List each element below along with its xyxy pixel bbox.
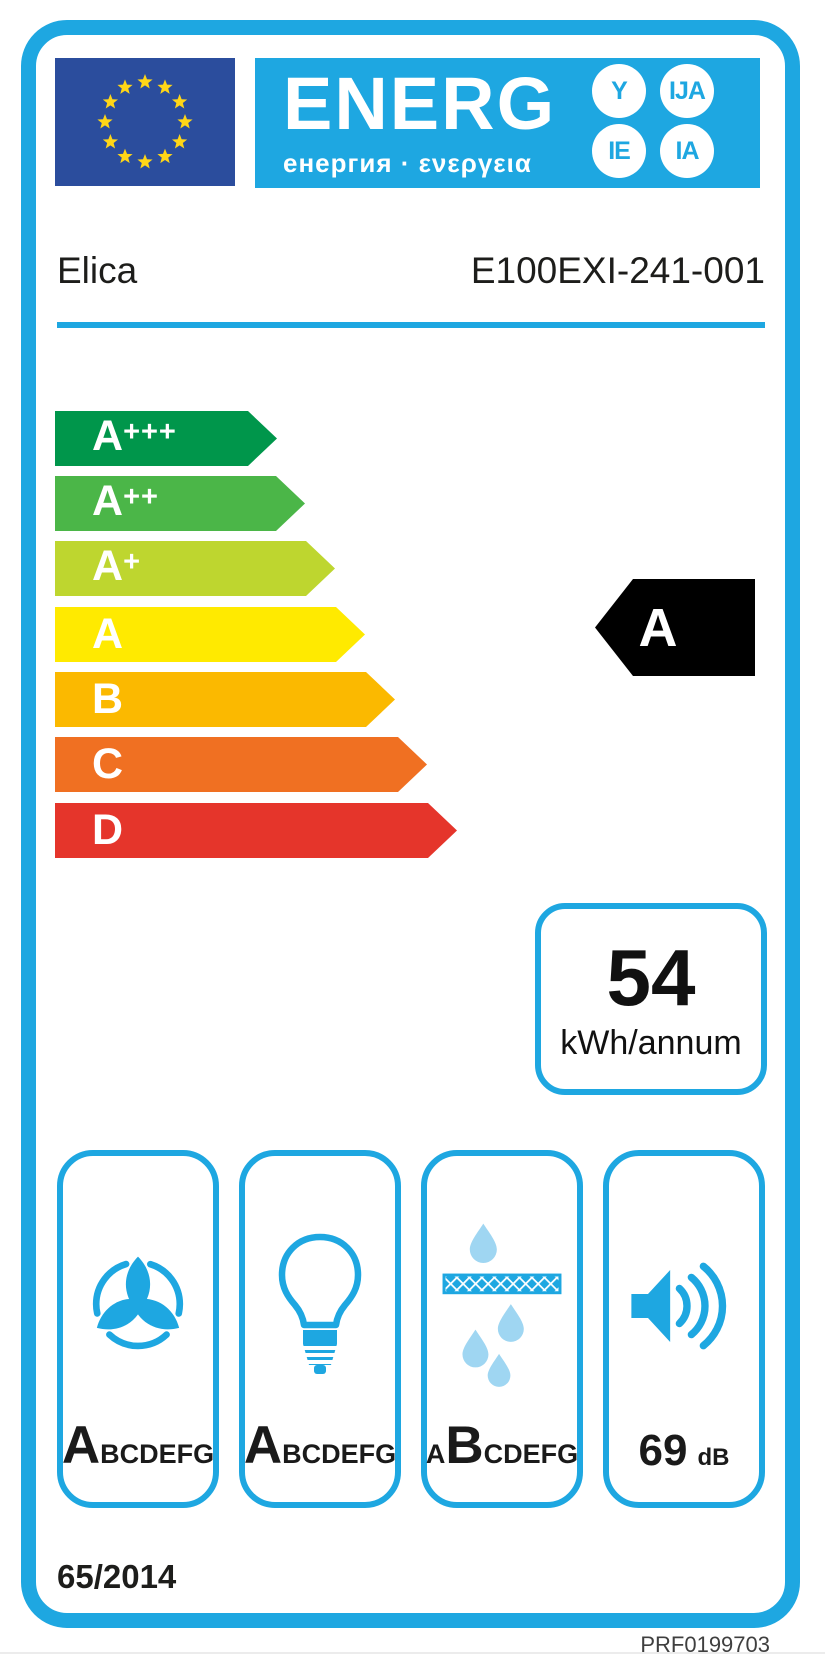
class-letter: A	[92, 411, 124, 460]
model-label: E100EXI-241-001	[470, 250, 765, 291]
class-plus: ++	[123, 480, 159, 513]
energy-suffix-circles: Y IJA IE IA	[592, 64, 716, 184]
page-edge-line	[0, 1652, 825, 1654]
suffix-circle-ia: IA	[660, 124, 714, 178]
class-arrow-a-plus-2: A++	[55, 476, 305, 531]
lighting-rating: A BCDEFG	[244, 1415, 396, 1476]
noise-box: 69 dB	[603, 1150, 765, 1508]
annual-consumption-unit: kWh/annum	[560, 1023, 742, 1062]
class-arrow-a-plus-1: A+	[55, 541, 335, 596]
class-letter: A	[92, 476, 124, 525]
class-arrow-a-plus-3: A+++	[55, 411, 277, 466]
bulb-icon	[265, 1198, 375, 1413]
annual-consumption-value: 54	[606, 932, 696, 1022]
class-letter: C	[92, 740, 124, 788]
class-plus: +++	[123, 415, 177, 448]
class-arrow-d: D	[55, 803, 457, 858]
product-rating-letter: A	[638, 597, 678, 658]
energ-word: ENERG	[283, 62, 557, 145]
noise-icon	[624, 1198, 744, 1413]
suffix-circle-y: Y	[592, 64, 646, 118]
lighting-rating-scale: BCDEFG	[282, 1439, 397, 1469]
regulation-reference: 65/2014	[57, 1558, 177, 1595]
brand-label: Elica	[57, 250, 138, 291]
energ-subtitle: енергия · ενεργεια	[283, 148, 532, 178]
grease-rating-letter: B	[445, 1416, 484, 1475]
grease-rating-scale: CDEFG	[483, 1439, 579, 1469]
grease-rating-prefix: A	[425, 1439, 446, 1469]
eu-flag	[55, 58, 235, 186]
grease-filter-box: A B CDEFG	[421, 1150, 583, 1508]
lighting-efficiency-box: A BCDEFG	[239, 1150, 401, 1508]
suffix-circle-ie: IE	[592, 124, 646, 178]
suffix-circle-ija: IJA	[660, 64, 714, 118]
noise-rating: 69 dB	[639, 1426, 730, 1476]
class-arrow-a: A	[55, 607, 365, 662]
fan-efficiency-box: A BCDEFG	[57, 1150, 219, 1508]
class-letter: D	[92, 806, 124, 854]
noise-value: 69	[638, 1426, 688, 1475]
lighting-rating-letter: A	[243, 1416, 283, 1475]
grease-filter-rating: A B CDEFG	[426, 1415, 578, 1476]
grease-filter-icon	[438, 1198, 566, 1413]
class-arrow-c: C	[55, 737, 427, 792]
fan-icon	[81, 1198, 195, 1413]
energ-logo: ENERG енергия · ενεργεια Y IJA IE IA	[255, 58, 760, 188]
fan-rating-scale: BCDEFG	[100, 1439, 215, 1469]
class-letter: A	[92, 541, 124, 590]
product-rating-arrow: A	[595, 579, 755, 676]
fan-rating: A BCDEFG	[62, 1415, 214, 1476]
document-code: PRF0199703	[640, 1632, 770, 1657]
noise-unit: dB	[697, 1444, 730, 1471]
header-divider	[57, 322, 765, 328]
fan-rating-letter: A	[61, 1416, 101, 1475]
class-letter: A	[92, 610, 124, 658]
class-letter: B	[92, 675, 124, 723]
annual-consumption-box: 54 kWh/annum	[535, 903, 767, 1095]
class-plus: +	[123, 545, 141, 578]
class-arrow-b: B	[55, 672, 395, 727]
